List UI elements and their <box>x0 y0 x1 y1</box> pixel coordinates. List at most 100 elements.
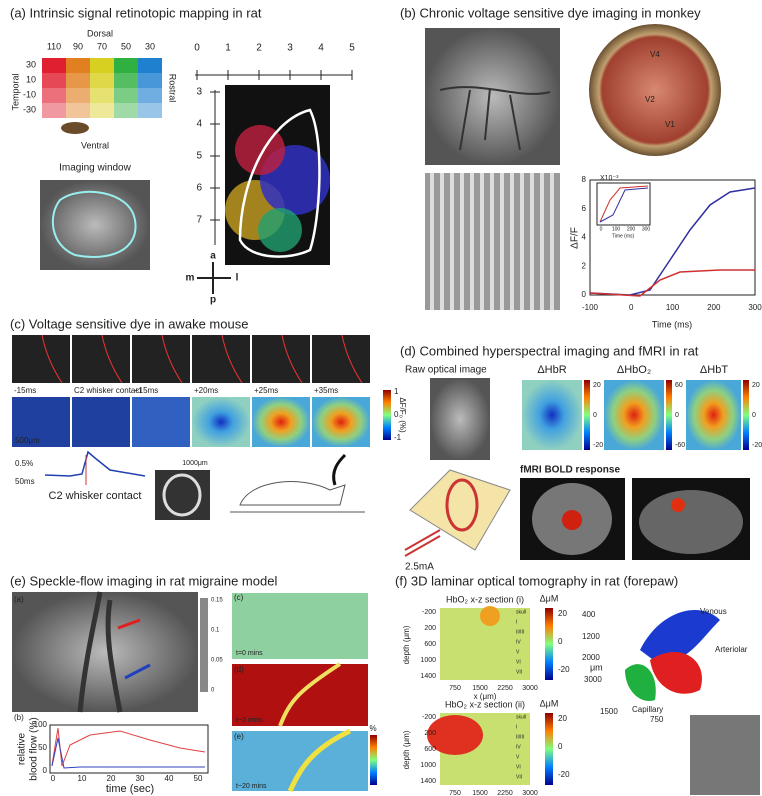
label: fMRI BOLD response <box>520 465 620 476</box>
panel-title: (b) Chronic voltage sensitive dye imagin… <box>400 5 701 20</box>
label: +15ms <box>134 386 158 395</box>
label: p <box>210 295 216 306</box>
label: 0 <box>629 303 634 312</box>
colorbar <box>545 713 553 785</box>
color-key <box>66 58 90 73</box>
label: II/III <box>516 629 524 635</box>
label: -15ms <box>14 386 36 395</box>
color-key <box>138 73 162 88</box>
whisker-frame <box>12 335 70 383</box>
compass-arrows <box>197 262 231 294</box>
label: IV <box>516 744 521 750</box>
label: 10 <box>26 74 36 84</box>
label: a <box>210 251 216 262</box>
panel-title: (c) Voltage sensitive dye in awake mouse <box>10 316 248 331</box>
label: -100 <box>582 303 599 312</box>
label: II/III <box>516 734 524 740</box>
label: t~2 mins <box>236 717 263 724</box>
whisker-frame <box>132 335 190 383</box>
label: I <box>516 619 517 625</box>
label: 600 <box>424 746 436 753</box>
panel-title: (f) 3D laminar optical tomography in rat… <box>395 573 678 588</box>
whisker-frame <box>252 335 310 383</box>
rat-icon <box>61 122 89 134</box>
label: 6 <box>582 204 587 213</box>
label: 0 <box>582 290 587 299</box>
color-key <box>90 103 114 118</box>
label: -20 <box>593 442 603 449</box>
label: 90 <box>73 41 83 51</box>
label: -20 <box>558 665 570 674</box>
label: 0 <box>675 412 679 419</box>
panel-title: (d) Combined hyperspectral imaging and f… <box>400 343 699 358</box>
label: 0 <box>600 226 603 232</box>
color-key <box>114 73 138 88</box>
label: 0 <box>558 637 563 646</box>
label: time (sec) <box>106 783 154 795</box>
whisker-frame <box>72 335 130 383</box>
label: (d) <box>234 665 244 674</box>
label: 1000μm <box>182 460 208 467</box>
arteriolar <box>650 652 702 694</box>
label: -200 <box>422 609 436 616</box>
label: 200 <box>424 730 436 737</box>
label: 0 <box>593 412 597 419</box>
label: VII <box>516 669 522 675</box>
label: ΔHbR <box>537 364 566 376</box>
label: ΔHbO₂ <box>617 364 651 376</box>
label: m <box>186 273 195 284</box>
label: ΔF/F <box>570 227 581 249</box>
label: 1 <box>225 43 231 54</box>
color-key <box>90 73 114 88</box>
label: Temporal <box>10 73 20 110</box>
whisker-frame <box>312 335 370 383</box>
vsd-frame <box>252 397 310 447</box>
label: 30 <box>136 774 145 783</box>
label: 6 <box>196 183 202 194</box>
label: ΔμM <box>540 593 559 603</box>
label: 1 <box>394 387 399 396</box>
color-key <box>42 103 66 118</box>
label: -20 <box>752 442 762 449</box>
label: Imaging window <box>59 163 131 174</box>
label: (a) <box>14 595 24 604</box>
label: 0 <box>211 688 215 694</box>
hbo2-map <box>604 380 664 450</box>
label: 50ms <box>15 477 35 486</box>
label: % <box>369 724 376 733</box>
label: depth (μm) <box>402 625 411 664</box>
label: 60 <box>675 382 683 389</box>
label: 2.5mA <box>405 562 434 573</box>
label: 0 <box>194 43 200 54</box>
label: 200 <box>424 625 436 632</box>
label: Dorsal <box>87 28 113 38</box>
label: 0.1 <box>211 628 220 634</box>
panel-title: (a) Intrinsic signal retinotopic mapping… <box>10 5 262 20</box>
cortex-image <box>425 28 560 165</box>
chamber-photo <box>589 24 721 156</box>
color-key <box>138 103 162 118</box>
label: 1200 <box>582 632 600 641</box>
label: X10⁻³ <box>600 175 619 182</box>
mouse-drawing <box>240 482 345 505</box>
color-key <box>138 58 162 73</box>
label: 200 <box>627 226 636 232</box>
inset-frame <box>597 183 650 225</box>
label: 0 <box>752 412 756 419</box>
color-key <box>114 58 138 73</box>
label: 5 <box>349 43 355 54</box>
label: 1400 <box>420 778 436 785</box>
label: t~20 mins <box>236 783 267 790</box>
label: HbO₂ x-z section (ii) <box>445 699 525 709</box>
color-key <box>42 58 66 73</box>
label: 750 <box>449 790 461 796</box>
label: 750 <box>650 715 664 724</box>
capillary <box>625 664 656 701</box>
raw-image <box>430 378 490 460</box>
color-key <box>66 88 90 103</box>
color-key <box>42 73 66 88</box>
vsd-frame <box>312 397 370 447</box>
label: C2 whisker contact <box>49 490 142 502</box>
label: 3000 <box>584 675 602 684</box>
label: V4 <box>650 50 660 59</box>
